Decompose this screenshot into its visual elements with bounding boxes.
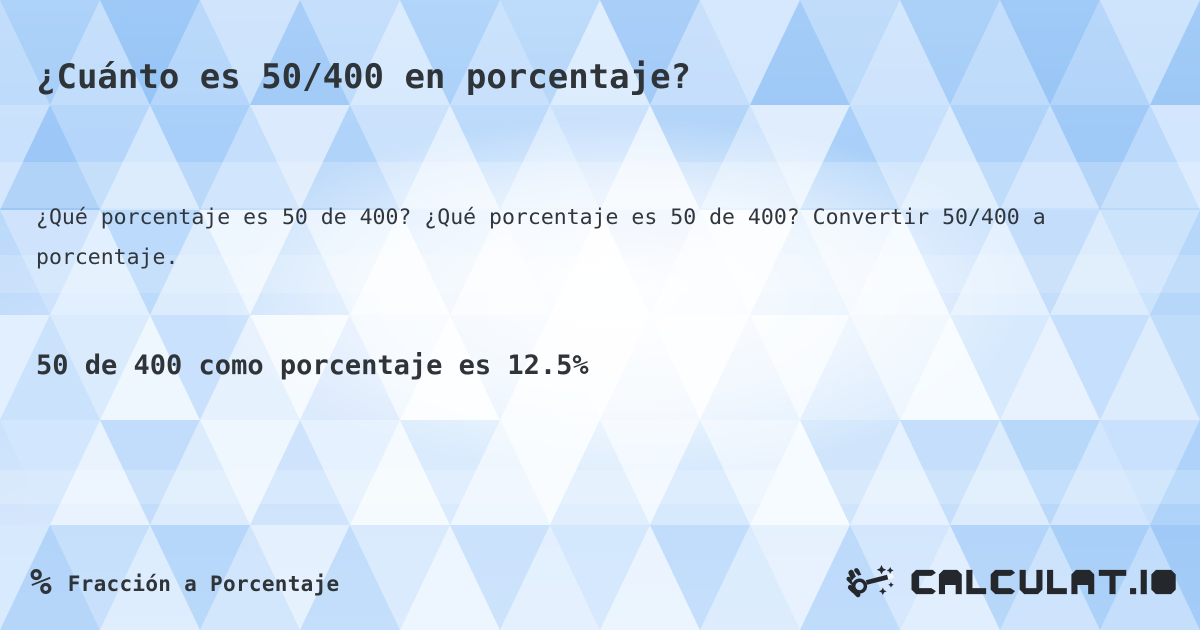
percent-icon: % xyxy=(30,562,52,603)
footer-category-label: Fracción a Porcentaje xyxy=(67,572,340,596)
question-description: ¿Qué porcentaje es 50 de 400? ¿Qué porce… xyxy=(36,204,1046,270)
footer-category: % Fracción a Porcentaje xyxy=(30,562,340,603)
magic-wand-hand-icon xyxy=(846,565,894,598)
answer-statement: 50 de 400 como porcentaje es 12.5% xyxy=(36,350,589,381)
brand-logo: CALCULAT.IO xyxy=(846,561,1178,603)
page-title: ¿Cuánto es 50/400 en porcentaje? xyxy=(36,56,692,97)
brand-wordmark: CALCULAT.IO xyxy=(911,569,1176,595)
